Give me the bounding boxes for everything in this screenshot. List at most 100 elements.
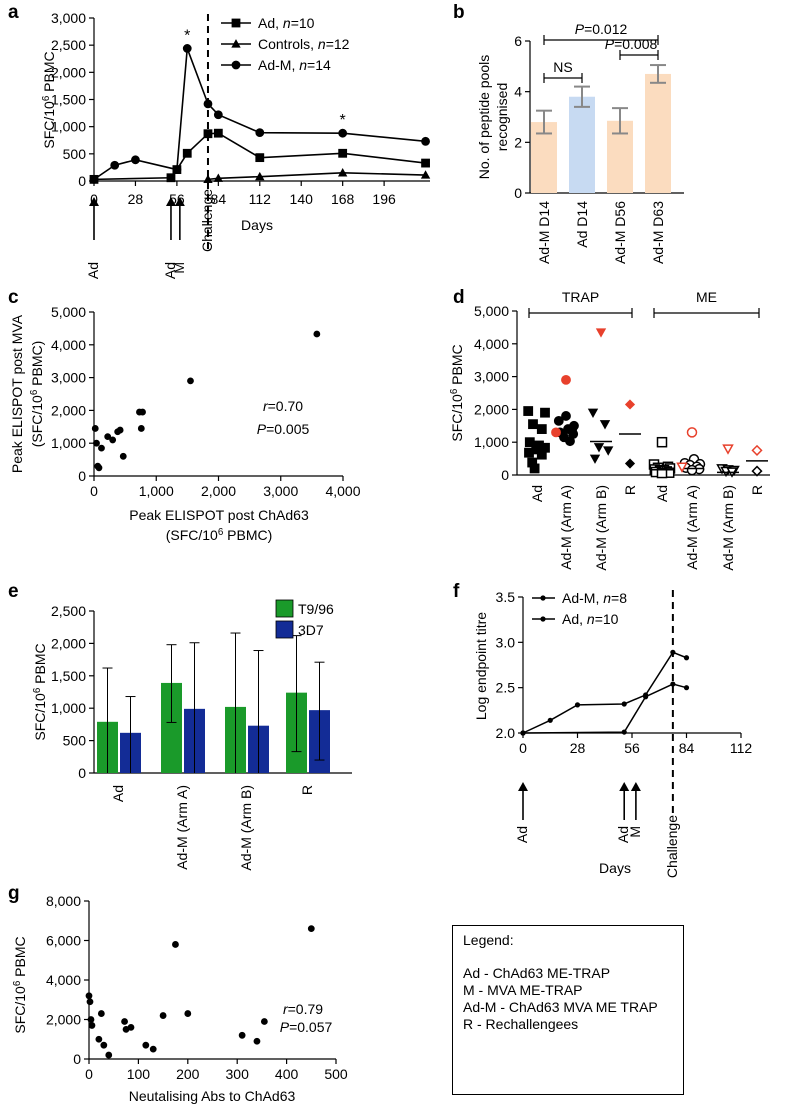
a-x-tick-label: 28 — [128, 191, 144, 207]
a-point — [203, 99, 213, 109]
d-point — [686, 464, 698, 476]
c-point — [104, 433, 112, 441]
b-bar — [569, 96, 595, 193]
e-y-label: SFC/106 PBMC — [32, 643, 49, 740]
a-point — [172, 165, 182, 174]
g-x-tick-label: 100 — [127, 1066, 151, 1082]
g-stat-r: r=0.79 — [283, 1001, 323, 1017]
a-y-tick-label: 2,000 — [51, 64, 86, 80]
f-point — [547, 717, 553, 723]
g-y-tick-label: 0 — [73, 1051, 81, 1067]
b-y-tick-label: 6 — [514, 33, 522, 49]
d-point — [561, 411, 571, 421]
g-y-tick-label: 6,000 — [46, 933, 81, 949]
a-x-tick-label: 112 — [249, 191, 272, 207]
d-point — [523, 406, 534, 416]
c-x-tick-label: 1,000 — [139, 483, 174, 499]
a-y-tick-label: 1,500 — [51, 92, 86, 108]
c-point — [91, 425, 99, 432]
c-point — [98, 444, 105, 452]
a-y-tick-label: 1,000 — [51, 119, 86, 135]
f-y-tick-label: 2.5 — [496, 680, 516, 696]
g-x-tick-label: 0 — [85, 1066, 93, 1082]
c-y-tick-label: 5,000 — [51, 304, 86, 320]
d-point — [589, 454, 601, 464]
e-y-tick-label: 0 — [78, 765, 86, 781]
a-point — [166, 173, 176, 183]
d-point — [599, 420, 611, 430]
panel-letter-c: c — [8, 287, 19, 308]
d-highlight-point — [561, 374, 571, 385]
e-legend-label: T9/96 — [298, 601, 334, 617]
a-arrow-head — [89, 197, 99, 206]
a-series-line — [93, 48, 426, 181]
d-point — [524, 447, 534, 458]
a-legend-label: Ad-M, n=14 — [258, 57, 331, 73]
a-point — [131, 155, 140, 165]
d-point — [529, 463, 540, 474]
f-legend-marker — [540, 595, 546, 601]
g-point — [100, 1041, 108, 1049]
f-point — [621, 729, 627, 735]
d-bracket-label: TRAP — [562, 289, 599, 305]
c-point — [116, 426, 124, 434]
a-y-tick-label: 500 — [63, 146, 87, 162]
f-legend-label: Ad-M, n=8 — [562, 590, 627, 606]
a-point — [255, 128, 265, 138]
d-highlight-point — [676, 462, 688, 473]
d-category-label: Ad-M (Arm B) — [593, 485, 609, 571]
a-point — [213, 128, 223, 138]
a-point — [203, 174, 213, 183]
f-y-label: Log endpoint titre — [473, 612, 489, 720]
c-y-tick-label: 4,000 — [51, 337, 86, 353]
d-category-label: Ad — [529, 485, 545, 502]
a-point — [213, 173, 224, 182]
f-series-line — [522, 651, 687, 734]
g-point — [95, 1035, 103, 1043]
g-x-tick-label: 400 — [275, 1066, 299, 1082]
b-comparison-label: NS — [553, 59, 572, 75]
e-y-tick-label: 1,500 — [51, 668, 86, 684]
d-point — [624, 458, 636, 469]
f-y-tick-label: 2.0 — [496, 725, 516, 741]
c-point — [313, 330, 321, 338]
e-bar — [161, 682, 182, 773]
f-x-tick-label: 28 — [570, 740, 586, 756]
a-y-tick-label: 0 — [78, 173, 86, 189]
panel-letter-g: g — [8, 883, 20, 904]
a-y-tick-label: 3,000 — [51, 10, 86, 26]
c-y-tick-label: 2,000 — [51, 402, 86, 418]
g-y-tick-label: 2,000 — [46, 1012, 81, 1028]
panel-letter-f: f — [453, 581, 460, 602]
f-x-label: Days — [599, 860, 631, 876]
e-legend-label: 3D7 — [298, 622, 324, 638]
d-category-label: Ad-M (Arm A) — [558, 485, 574, 570]
e-legend-swatch — [275, 620, 294, 639]
a-point — [337, 168, 348, 177]
g-point — [172, 941, 179, 948]
g-point — [307, 925, 315, 933]
a-legend-marker — [231, 18, 241, 28]
g-point — [253, 1037, 261, 1045]
g-point — [121, 1018, 128, 1025]
d-category-label: Ad-M (Arm A) — [684, 485, 700, 570]
a-point — [255, 171, 265, 181]
f-arrow-head — [619, 782, 630, 791]
b-comparison-label: P=0.008 — [605, 36, 658, 52]
c-y-tick-label: 1,000 — [51, 435, 86, 451]
f-y-tick-label: 3.0 — [496, 634, 516, 650]
f-arrow-head — [518, 782, 528, 791]
a-x-tick-label: 140 — [290, 191, 314, 207]
f-legend-label: Ad, n=10 — [562, 611, 619, 627]
a-significance-star: * — [184, 27, 190, 44]
f-x-tick-label: 84 — [679, 740, 695, 756]
a-point — [421, 136, 430, 146]
d-category-label: R — [749, 485, 765, 495]
f-point — [520, 730, 526, 736]
g-y-tick-label: 4,000 — [46, 972, 81, 988]
e-y-tick-label: 2,000 — [51, 635, 86, 651]
c-y-tick-label: 3,000 — [51, 370, 86, 386]
a-y-label: SFC/106 PBMC — [41, 51, 58, 148]
c-x-label: Peak ELISPOT post ChAd63 — [129, 507, 309, 523]
